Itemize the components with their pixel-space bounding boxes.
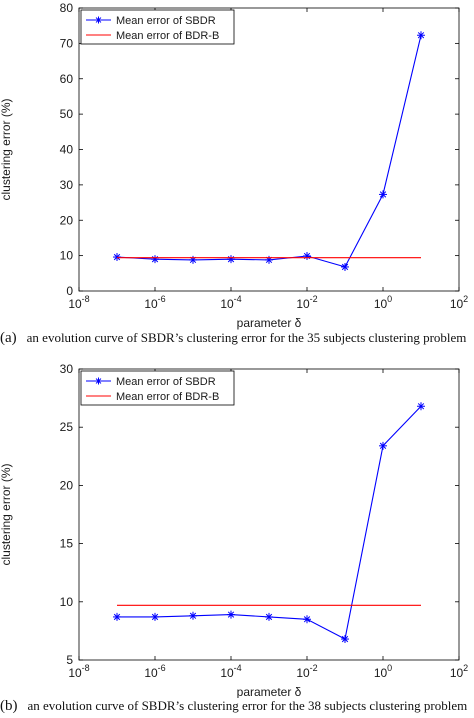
legend-label: Mean error of SBDR <box>116 15 216 27</box>
x-tick-label: 102 <box>450 663 468 680</box>
x-tick-label: 10-6 <box>144 294 165 311</box>
caption-a-text: an evolution curve of SBDR’s clustering … <box>26 330 467 345</box>
x-axis-label: parameter δ <box>237 685 302 698</box>
x-tick-label: 10-2 <box>296 294 317 311</box>
x-tick-label: 10-6 <box>144 663 165 680</box>
data-point-sbdr <box>341 262 349 271</box>
legend-box <box>80 370 235 406</box>
data-point-sbdr <box>341 635 349 644</box>
caption-b-label: (b) <box>0 698 18 714</box>
y-tick-label: 30 <box>60 362 74 376</box>
data-point-sbdr <box>379 441 387 450</box>
x-tick-label: 102 <box>450 294 468 311</box>
legend-label: Mean error of BDR-B <box>116 391 219 403</box>
series-line-sbdr <box>117 405 422 640</box>
x-tick-label: 10-4 <box>220 294 241 311</box>
legend-box <box>80 9 235 45</box>
legend-item: Mean error of BDR-B <box>86 30 219 42</box>
x-tick-label: 10-2 <box>296 663 317 680</box>
legend-label: Mean error of SBDR <box>116 376 216 388</box>
data-point-sbdr <box>113 253 121 262</box>
caption-a: (a) an evolution curve of SBDR’s clusteri… <box>0 330 466 347</box>
y-tick-label: 30 <box>60 178 74 192</box>
legend-label: Mean error of BDR-B <box>116 30 219 42</box>
y-axis-label: clustering error (%) <box>0 98 13 200</box>
data-point-sbdr <box>265 612 273 621</box>
data-point-sbdr <box>303 615 311 624</box>
data-point-sbdr <box>113 612 121 621</box>
legend: Mean error of SBDR Mean error of BDR-B <box>80 370 235 406</box>
x-tick-label: 10-8 <box>68 663 89 680</box>
y-tick-label: 60 <box>60 72 74 86</box>
y-tick-label: 80 <box>60 1 74 15</box>
x-tick-label: 100 <box>374 663 392 680</box>
data-point-sbdr <box>151 255 159 264</box>
y-tick-label: 0 <box>66 284 73 298</box>
y-tick-label: 40 <box>60 143 74 157</box>
y-tick-label: 5 <box>66 653 73 667</box>
y-tick-label: 10 <box>60 249 74 263</box>
data-point-sbdr <box>151 612 159 621</box>
chart-a: 0 10 20 30 40 50 60 70 80 10-8 10-6 10-4 10-2 100 102 p… <box>0 1 468 330</box>
plot-area-b <box>78 368 460 661</box>
y-tick-label: 25 <box>60 420 74 434</box>
series-line-sbdr <box>116 35 422 268</box>
legend-item: Mean error of SBDR <box>86 15 216 27</box>
y-tick-label: 20 <box>60 213 74 227</box>
data-point-sbdr <box>303 251 311 260</box>
legend-item: Mean error of SBDR <box>86 376 216 388</box>
y-tick-label: 15 <box>60 537 74 551</box>
y-axis-label: clustering error (%) <box>0 463 13 565</box>
x-tick-label: 100 <box>374 294 392 311</box>
legend-item: Mean error of BDR-B <box>86 391 219 403</box>
data-point-sbdr <box>189 255 197 264</box>
data-point-sbdr <box>227 255 235 264</box>
y-tick-label: 20 <box>60 478 74 492</box>
plot-area-a <box>78 7 460 292</box>
y-tick-label: 70 <box>60 36 74 50</box>
x-tick-label: 10-4 <box>220 663 241 680</box>
chart-b: 5 10 15 20 25 30 10-8 10-6 10-4 10-2 100 102 paramet… <box>0 362 468 698</box>
data-point-sbdr <box>417 31 425 40</box>
data-point-sbdr <box>227 610 235 619</box>
data-point-sbdr <box>189 611 197 620</box>
data-point-sbdr <box>379 190 387 199</box>
legend: Mean error of SBDR Mean error of BDR-B <box>80 9 235 45</box>
data-point-sbdr <box>265 255 273 264</box>
y-tick-label: 10 <box>60 595 74 609</box>
x-tick-label: 10-8 <box>68 294 89 311</box>
x-axis-label: parameter δ <box>237 316 302 330</box>
caption-a-label: (a) <box>0 330 17 346</box>
caption-b: (b) an evolution curve of SBDR’s clusteri… <box>0 698 467 715</box>
data-point-sbdr <box>417 402 425 411</box>
y-tick-label: 50 <box>60 107 74 121</box>
caption-b-text: an evolution curve of SBDR’s clustering … <box>27 698 468 713</box>
